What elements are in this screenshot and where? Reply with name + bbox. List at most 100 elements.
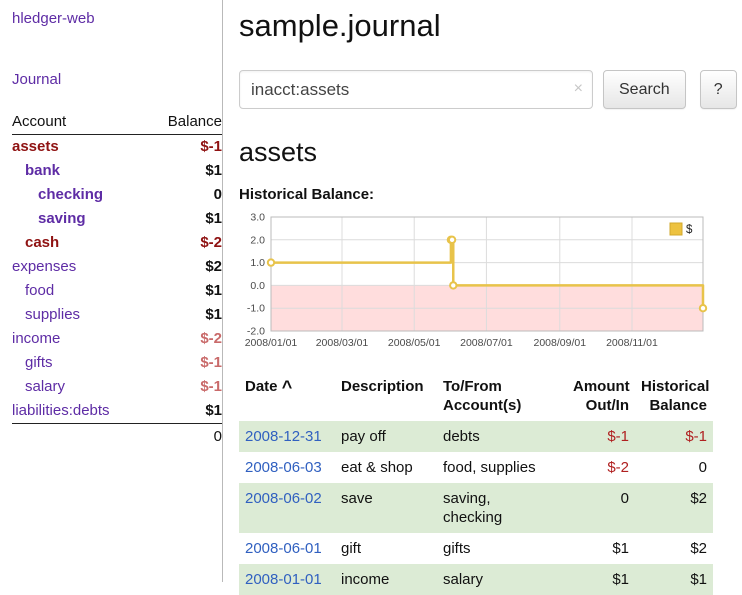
app-title-link[interactable]: hledger-web [12, 10, 95, 27]
chart-title: Historical Balance: [239, 186, 375, 203]
sidebar-nav: Journal [12, 71, 222, 88]
account-link[interactable]: checking [38, 186, 104, 203]
register-date-cell: 2008-12-31 [239, 421, 335, 452]
account-balance: $1 [205, 402, 222, 419]
transaction-date-link[interactable]: 2008-12-31 [245, 428, 322, 445]
register-accounts-cell: saving, checking [443, 490, 503, 526]
account-link[interactable]: liabilities:debts [12, 402, 110, 419]
register-col-balance: Historical Balance [641, 378, 710, 414]
account-name-cell: income [12, 327, 147, 351]
register-table: Date ^ Description To/From Account(s) Am… [239, 373, 713, 595]
account-row: expenses $2 [12, 255, 222, 279]
account-row: checking 0 [12, 183, 222, 207]
svg-text:0.0: 0.0 [250, 280, 265, 292]
svg-text:2008/01/01: 2008/01/01 [245, 337, 298, 349]
clear-search-icon[interactable]: × [573, 80, 583, 97]
help-button[interactable]: ? [699, 70, 737, 109]
account-name-cell: salary [12, 375, 147, 399]
accounts-col-account: Account [12, 110, 147, 135]
account-link[interactable]: bank [25, 162, 61, 179]
register-balance-cell: $1 [690, 571, 707, 588]
account-link[interactable]: supplies [25, 306, 81, 323]
register-accounts-cell: debts [443, 428, 480, 445]
account-link[interactable]: cash [25, 234, 60, 251]
account-link[interactable]: saving [38, 210, 86, 227]
main-content: sample.journal × Search ? assets Histori… [223, 0, 742, 595]
search-bar: × Search ? [239, 70, 737, 109]
account-link[interactable]: assets [12, 138, 59, 155]
account-name-cell: gifts [12, 351, 147, 375]
transaction-date-link[interactable]: 2008-01-01 [245, 571, 322, 588]
account-balance: $1 [205, 282, 222, 299]
account-balance: $-1 [200, 378, 222, 395]
transaction-date-link[interactable]: 2008-06-01 [245, 540, 322, 557]
register-balance-cell: 0 [698, 459, 707, 476]
search-input[interactable] [239, 70, 593, 109]
register-row: 2008-06-02 save saving, checking 0 $2 [239, 483, 713, 533]
account-name-cell: supplies [12, 303, 147, 327]
register-col-date-label: Date [245, 378, 278, 395]
account-link[interactable]: salary [25, 378, 66, 395]
account-balance: $-2 [200, 330, 222, 347]
register-col-date[interactable]: Date ^ [239, 373, 335, 421]
accounts-total-spacer [12, 423, 147, 450]
account-row: income $-2 [12, 327, 222, 351]
account-name-cell: liabilities:debts [12, 399, 147, 424]
account-name-cell: food [12, 279, 147, 303]
register-row: 2008-01-01 income salary $1 $1 [239, 564, 713, 595]
register-description-cell: save [341, 490, 373, 507]
register-col-amount: Amount Out/In [573, 378, 630, 414]
register-row: 2008-06-01 gift gifts $1 $2 [239, 533, 713, 564]
account-balance: 0 [213, 186, 222, 203]
register-amount-cell: $-1 [607, 428, 629, 445]
svg-text:2.0: 2.0 [250, 234, 265, 246]
account-row: cash $-2 [12, 231, 222, 255]
accounts-col-balance: Balance [146, 110, 222, 135]
account-link[interactable]: gifts [25, 354, 53, 371]
account-balance: $1 [205, 210, 222, 227]
register-col-accounts: To/From Account(s) [443, 378, 522, 414]
svg-text:2008/09/01: 2008/09/01 [534, 337, 587, 349]
register-amount-cell: $-2 [607, 459, 629, 476]
svg-text:2008/03/01: 2008/03/01 [316, 337, 369, 349]
transaction-date-link[interactable]: 2008-06-03 [245, 459, 322, 476]
register-amount-cell: $1 [612, 571, 629, 588]
register-date-cell: 2008-06-02 [239, 483, 335, 533]
account-balance: $2 [205, 258, 222, 275]
svg-text:2008/07/01: 2008/07/01 [460, 337, 513, 349]
register-accounts-cell: gifts [443, 540, 471, 557]
transaction-date-link[interactable]: 2008-06-02 [245, 490, 322, 507]
account-link[interactable]: food [25, 282, 55, 299]
account-row: salary $-1 [12, 375, 222, 399]
search-button[interactable]: Search [603, 70, 686, 109]
account-name-cell: bank [12, 159, 147, 183]
page-title: sample.journal [239, 8, 441, 43]
account-balance: $-2 [200, 234, 222, 251]
register-amount-cell: $1 [612, 540, 629, 557]
account-name-cell: saving [12, 207, 147, 231]
register-balance-cell: $-1 [685, 428, 707, 445]
account-link[interactable]: income [12, 330, 61, 347]
account-balance: $1 [205, 162, 222, 179]
register-accounts-cell: food, supplies [443, 459, 536, 476]
account-link[interactable]: expenses [12, 258, 77, 275]
register-amount-cell: 0 [620, 490, 629, 507]
register-row: 2008-06-03 eat & shop food, supplies $-2 0 [239, 452, 713, 483]
register-description-cell: gift [341, 540, 362, 557]
register-date-cell: 2008-06-03 [239, 452, 335, 483]
register-balance-cell: $2 [690, 540, 707, 557]
account-name-cell: checking [12, 183, 147, 207]
register-balance-cell: $2 [690, 490, 707, 507]
account-heading: assets [239, 137, 318, 167]
register-header-row: Date ^ Description To/From Account(s) Am… [239, 373, 713, 421]
account-row: gifts $-1 [12, 351, 222, 375]
account-name-cell: cash [12, 231, 147, 255]
register-date-cell: 2008-01-01 [239, 564, 335, 595]
svg-text:-1.0: -1.0 [247, 303, 265, 315]
accounts-header-row: Account Balance [12, 110, 222, 135]
svg-text:1.0: 1.0 [250, 257, 265, 269]
nav-journal-link[interactable]: Journal [12, 71, 62, 88]
account-balance: $1 [205, 306, 222, 323]
account-row: food $1 [12, 279, 222, 303]
